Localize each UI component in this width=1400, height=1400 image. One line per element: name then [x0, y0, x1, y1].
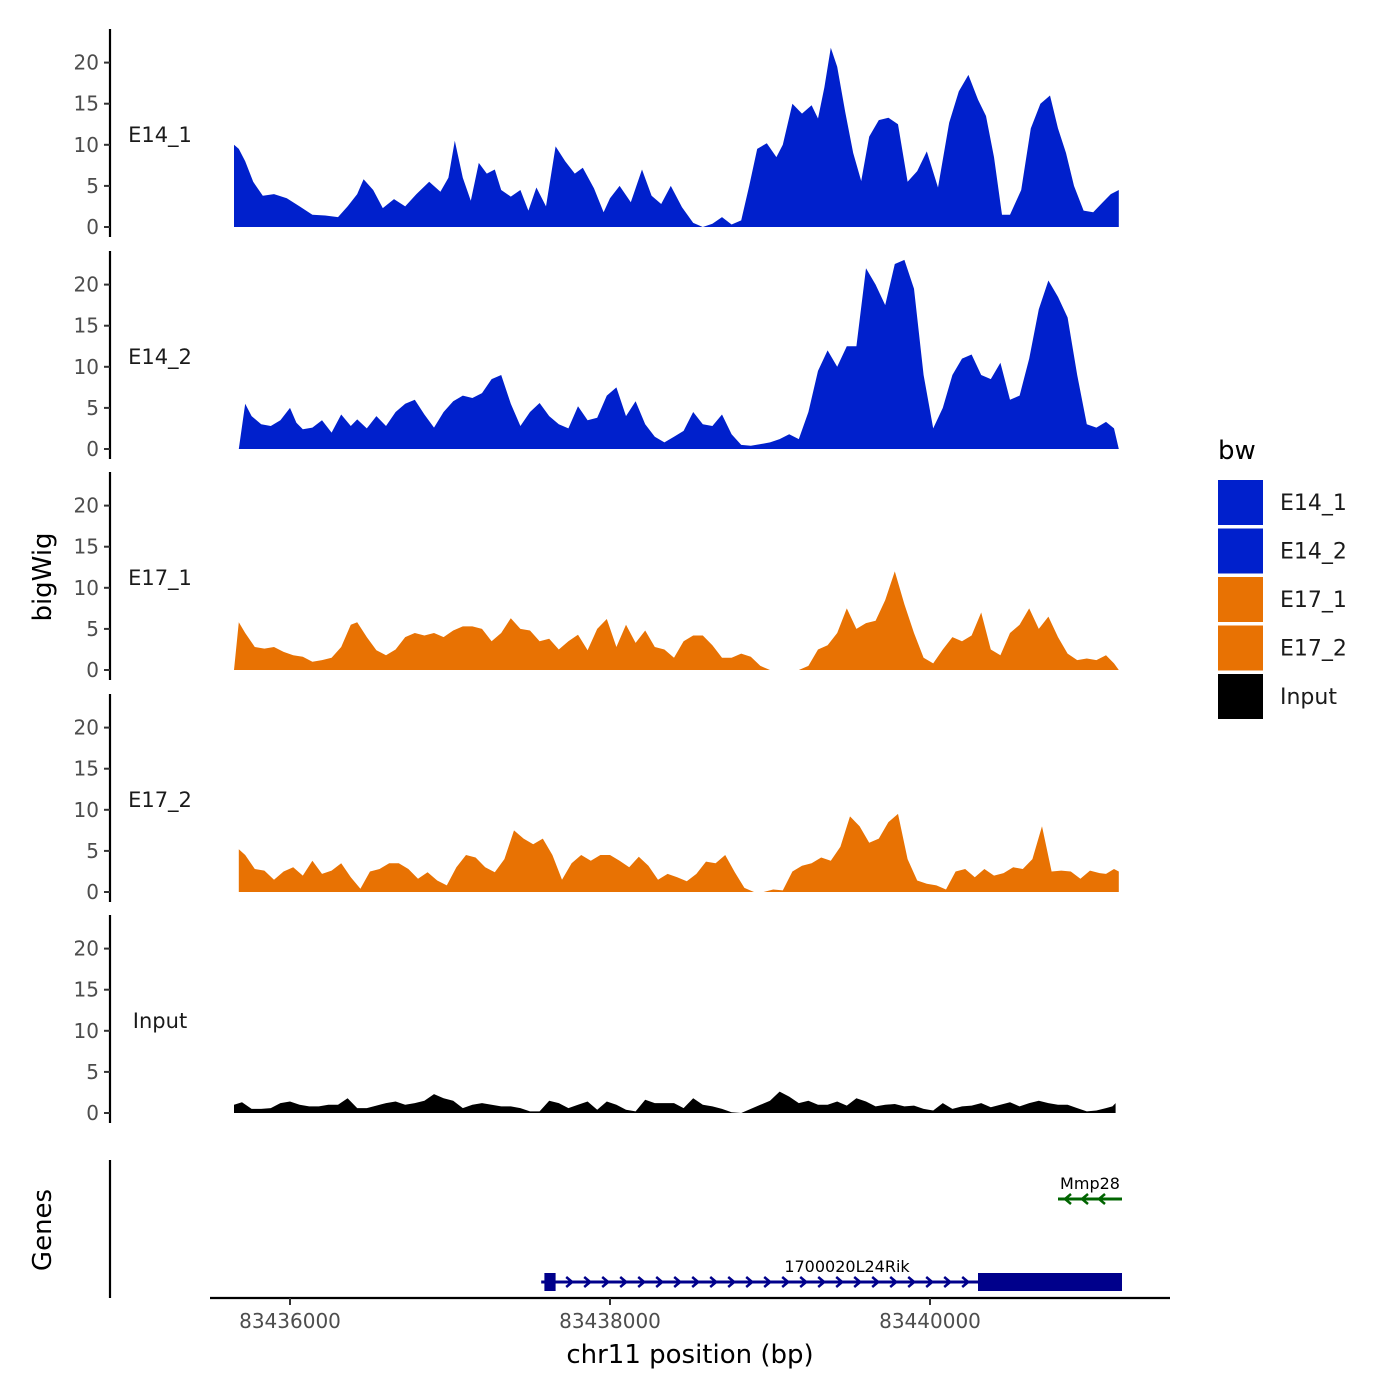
- strand-arrow: [727, 1276, 737, 1288]
- legend-label-E14_2: E14_2: [1280, 540, 1347, 565]
- strand-arrow: [853, 1276, 863, 1288]
- strand-arrow: [925, 1276, 935, 1288]
- gene-exon: [978, 1273, 1122, 1291]
- y-tick-label: 5: [86, 617, 99, 641]
- genes-panel: Mmp28 1700020L24Rik: [108, 1160, 1122, 1298]
- y-tick-label: 10: [74, 798, 99, 822]
- strand-arrow: [637, 1276, 647, 1288]
- legend-key-E14_2: [1218, 528, 1263, 574]
- genes-axis-title: Genes: [28, 1189, 58, 1271]
- y-tick-label: 15: [74, 92, 99, 116]
- strand-arrow: [889, 1276, 899, 1288]
- y-tick-label: 5: [86, 839, 99, 863]
- y-tick-label: 0: [86, 215, 99, 239]
- y-tick-label: 10: [74, 576, 99, 600]
- gene-label: Mmp28: [1060, 1174, 1120, 1193]
- y-tick-label: 20: [74, 716, 99, 740]
- panel-Input: 0 5 10 15 20 Input: [74, 915, 1116, 1125]
- x-tick-label: 83438000: [559, 1309, 661, 1333]
- area-E17_1: [234, 571, 1119, 670]
- area-E14_2: [238, 259, 1119, 449]
- strand-arrow: [691, 1276, 701, 1288]
- y-tick-label: 10: [74, 1019, 99, 1043]
- y-tick-label: 20: [74, 494, 99, 518]
- y-axis-title: bigWig: [28, 532, 58, 621]
- y-tick-label: 5: [86, 1060, 99, 1084]
- strand-arrow: [1080, 1193, 1089, 1205]
- y-tick-label: 0: [86, 658, 99, 682]
- panel-label-Input: Input: [133, 1009, 187, 1033]
- strand-arrow: [799, 1276, 809, 1288]
- strand-arrow: [1097, 1193, 1106, 1205]
- x-axis-title: chr11 position (bp): [566, 1340, 813, 1370]
- panel-label-E17_2: E17_2: [128, 788, 192, 813]
- area-E17_2: [238, 813, 1119, 892]
- legend-label-E14_1: E14_1: [1280, 491, 1347, 516]
- gene-Mmp28: Mmp28: [1058, 1174, 1122, 1205]
- y-tick-label: 5: [86, 396, 99, 420]
- strand-arrow: [943, 1276, 953, 1288]
- y-tick-label: 15: [74, 535, 99, 559]
- gene-exon: [544, 1273, 556, 1291]
- panel-E17_1: 0 5 10 15 20 E17_1: [74, 472, 1119, 682]
- area-Input: [234, 1091, 1116, 1113]
- x-tick-label: 83436000: [239, 1309, 341, 1333]
- y-tick-label: 10: [74, 355, 99, 379]
- strand-arrow: [871, 1276, 881, 1288]
- y-tick-label: 15: [74, 757, 99, 781]
- strand-arrow: [1063, 1193, 1072, 1205]
- y-tick-label: 20: [74, 937, 99, 961]
- strand-arrow: [907, 1276, 917, 1288]
- x-tick-label: 83440000: [879, 1309, 981, 1333]
- y-tick-label: 20: [74, 273, 99, 297]
- panel-label-E14_1: E14_1: [128, 123, 192, 148]
- y-tick-label: 0: [86, 880, 99, 904]
- y-tick-label: 15: [74, 978, 99, 1002]
- gene-label: 1700020L24Rik: [784, 1257, 910, 1276]
- legend-title: bw: [1218, 436, 1256, 466]
- strand-arrow: [619, 1276, 629, 1288]
- strand-arrow: [655, 1276, 665, 1288]
- area-E14_1: [234, 47, 1119, 227]
- legend-label-Input: Input: [1280, 685, 1337, 710]
- x-axis: 83436000 83438000 83440000: [210, 1296, 1170, 1333]
- legend-key-Input: [1218, 674, 1263, 719]
- legend-key-E17_1: [1218, 577, 1263, 622]
- panel-label-E14_2: E14_2: [128, 345, 192, 370]
- strand-arrow: [565, 1276, 575, 1288]
- signal-panels: 05101520E14_105101520E14_205101520E17_10…: [74, 29, 1119, 1125]
- y-tick-label: 0: [86, 1101, 99, 1125]
- panel-E14_1: 0 5 10 15 20 E14_1: [74, 29, 1119, 239]
- strand-arrow: [763, 1276, 773, 1288]
- strand-arrow: [781, 1276, 791, 1288]
- legend-label-E17_1: E17_1: [1280, 588, 1347, 613]
- y-tick-label: 5: [86, 174, 99, 198]
- strand-arrow: [601, 1276, 611, 1288]
- strand-arrow: [583, 1276, 593, 1288]
- strand-arrow: [961, 1276, 971, 1288]
- legend-key-E14_1: [1218, 480, 1263, 525]
- panel-E17_2: 0 5 10 15 20 E17_2: [74, 694, 1119, 904]
- panel-label-E17_1: E17_1: [128, 566, 192, 591]
- panel-E14_2: 0 5 10 15 20 E14_2: [74, 251, 1119, 461]
- y-tick-label: 20: [74, 51, 99, 75]
- y-tick-label: 10: [74, 133, 99, 157]
- y-tick-label: 0: [86, 437, 99, 461]
- strand-arrow: [709, 1276, 719, 1288]
- gene-1700020L24Rik: 1700020L24Rik: [541, 1257, 1122, 1291]
- legend-key-E17_2: [1218, 625, 1263, 671]
- legend-label-E17_2: E17_2: [1280, 637, 1347, 662]
- strand-arrow: [835, 1276, 845, 1288]
- strand-arrow: [673, 1276, 683, 1288]
- legend: bw E14_1 E14_2 E17_1 E17_2 Input: [1218, 436, 1347, 719]
- strand-arrow: [745, 1276, 755, 1288]
- strand-arrow: [817, 1276, 827, 1288]
- y-tick-label: 15: [74, 314, 99, 338]
